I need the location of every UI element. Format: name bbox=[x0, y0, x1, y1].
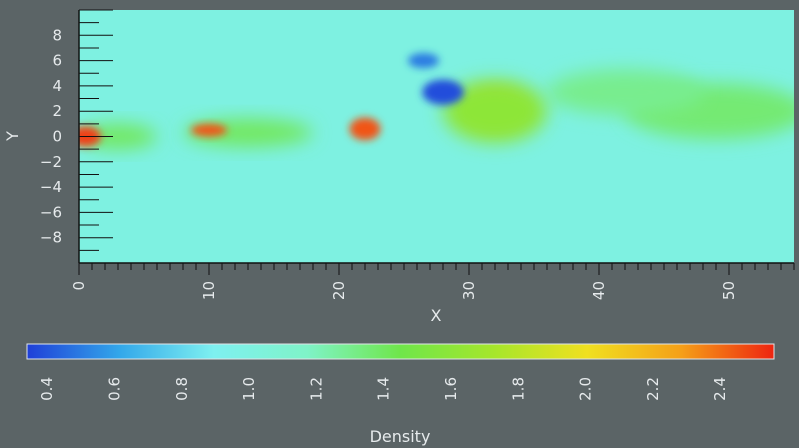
y-axis: −8 −6 −4 −2 0 2 4 6 8 bbox=[40, 9, 113, 264]
density-field bbox=[79, 53, 794, 150]
colorbar-tick-label: 0.8 bbox=[173, 377, 191, 401]
x-axis: 0 10 20 30 40 50 bbox=[70, 262, 795, 300]
x-tick-label: 20 bbox=[330, 281, 348, 300]
x-tick-label: 40 bbox=[590, 281, 608, 300]
colorbar-ticks: 0.4 0.6 0.8 1.0 1.2 1.4 1.6 1.8 2.0 2.2 2.4 bbox=[38, 377, 729, 401]
colorbar-tick-label: 2.4 bbox=[711, 377, 729, 401]
colorbar-tick-label: 0.6 bbox=[105, 377, 123, 401]
y-tick-label: 0 bbox=[52, 128, 62, 146]
density-region-wake-mid bbox=[547, 69, 703, 115]
colorbar-tick-label: 1.4 bbox=[375, 377, 393, 401]
density-region-low-density-upper bbox=[407, 53, 440, 69]
colorbar-tick-label: 0.4 bbox=[38, 377, 56, 401]
x-tick-label: 0 bbox=[70, 281, 88, 291]
x-axis-label: X bbox=[431, 306, 442, 325]
y-tick-label: −8 bbox=[40, 229, 62, 247]
colorbar-tick-label: 2.0 bbox=[577, 377, 595, 401]
x-tick-label: 30 bbox=[460, 281, 478, 300]
y-tick-label: 6 bbox=[52, 52, 62, 70]
y-tick-label: −6 bbox=[40, 203, 62, 221]
y-tick-label: −2 bbox=[40, 153, 62, 171]
y-tick-label: 2 bbox=[52, 102, 62, 120]
y-axis-label: Y bbox=[3, 131, 22, 142]
colorbar-ramp bbox=[26, 343, 775, 360]
colorbar-tick-label: 1.0 bbox=[240, 377, 258, 401]
y-tick-label: 4 bbox=[52, 77, 62, 95]
colorbar: 0.4 0.6 0.8 1.0 1.2 1.4 1.6 1.8 2.0 2.2 2.4 Densit… bbox=[26, 343, 775, 446]
density-region-low-density bbox=[422, 79, 464, 105]
plot-area bbox=[79, 10, 794, 263]
colorbar-tick-label: 1.8 bbox=[509, 377, 527, 401]
x-tick-label: 10 bbox=[200, 281, 218, 300]
colorbar-tick-label: 2.2 bbox=[644, 377, 662, 401]
density-region-shock-1 bbox=[190, 123, 228, 137]
density-region-jet-core bbox=[79, 123, 157, 150]
density-region-plume-3 bbox=[443, 79, 547, 143]
y-tick-label: −4 bbox=[40, 178, 62, 196]
colorbar-label: Density bbox=[370, 427, 431, 446]
density-region-shock-2 bbox=[349, 117, 381, 141]
y-tick-label: 8 bbox=[52, 26, 62, 44]
x-tick-label: 50 bbox=[720, 281, 738, 300]
colorbar-tick-label: 1.6 bbox=[442, 377, 460, 401]
colorbar-tick-label: 1.2 bbox=[307, 377, 325, 401]
